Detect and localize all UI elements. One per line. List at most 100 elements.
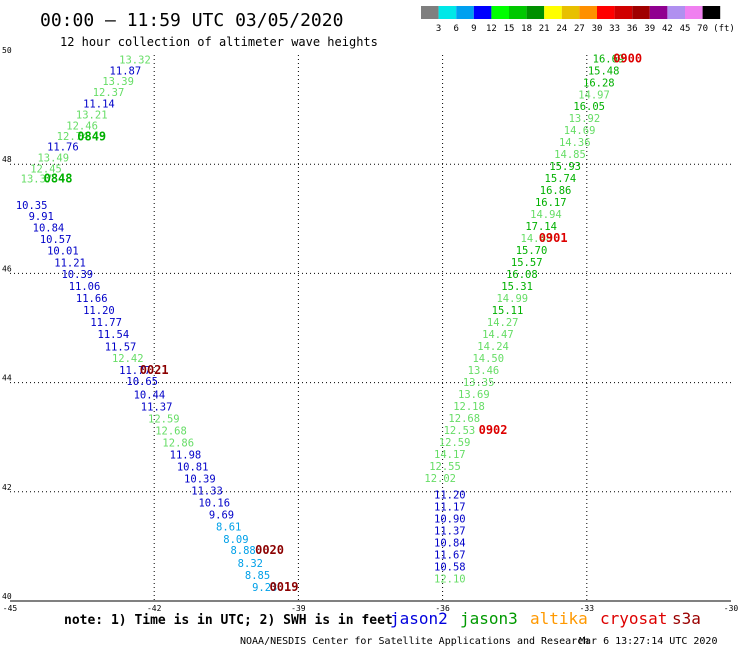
- chart-title: 00:00 – 11:59 UTC 03/05/2020: [40, 10, 343, 31]
- wave-height-label: 10.16: [198, 498, 230, 510]
- wave-height-label: 12.02: [424, 473, 456, 485]
- wave-height-label: 10.01: [47, 245, 79, 257]
- legend-label: 21: [539, 24, 550, 34]
- satellite-legend: jason2 jason3 altika cryosat s3a: [390, 609, 701, 628]
- wave-height-label: 16.28: [583, 77, 615, 89]
- x-tick-label: -45: [3, 604, 18, 613]
- y-tick-label: 40: [2, 592, 12, 601]
- legend-swatch: [438, 6, 457, 19]
- wave-height-label: 11.57: [105, 342, 137, 354]
- legend-swatch: [491, 6, 509, 19]
- wave-height-label: 10.57: [40, 234, 72, 246]
- wave-height-label: 11.66: [76, 293, 108, 305]
- wave-height-label: 13.92: [569, 113, 601, 125]
- wave-height-label: 10.35: [16, 200, 48, 212]
- wave-height-label: 11.14: [83, 99, 115, 111]
- wave-height-label: 13.21: [76, 110, 108, 122]
- wave-height-label: 14.69: [564, 125, 596, 137]
- pass-time-label: 0900: [613, 51, 642, 65]
- legend-swatch: [597, 6, 615, 19]
- legend-label: 39: [644, 24, 655, 34]
- legend-swatch: [421, 6, 439, 19]
- wave-height-label: 13.69: [458, 389, 490, 401]
- legend-label: 27: [574, 24, 585, 34]
- wave-height-label: 15.93: [549, 161, 581, 173]
- legend-label: 24: [556, 24, 567, 34]
- wave-height-label: 15.57: [511, 257, 543, 269]
- x-tick-label: -33: [580, 604, 595, 613]
- wave-height-label: 14.50: [472, 353, 504, 365]
- pass-time-label: 0021: [140, 363, 169, 377]
- wave-height-label: 11.98: [170, 450, 202, 462]
- wave-height-label: 12.46: [66, 120, 98, 132]
- wave-height-label: 8.61: [216, 522, 241, 534]
- legend-label: 3: [436, 24, 441, 34]
- wave-height-label: 11.37: [434, 526, 466, 538]
- wave-height-label: 14.47: [482, 329, 514, 341]
- wave-height-label: 12.18: [453, 401, 485, 413]
- wave-height-label: 14.94: [530, 209, 562, 221]
- wave-height-label: 12.68: [448, 413, 480, 425]
- wave-height-label: 11.33: [191, 486, 223, 498]
- wave-height-label: 11.20: [434, 490, 466, 502]
- wave-height-label: 14.48: [521, 233, 553, 245]
- wave-height-label: 16.05: [573, 101, 605, 113]
- legend-label: 45: [680, 24, 691, 34]
- satellite-name: altika: [530, 609, 588, 628]
- wave-height-label: 11.37: [141, 402, 173, 414]
- wave-height-label: 8.32: [238, 558, 263, 570]
- wave-height-label: 16.69: [593, 53, 625, 65]
- legend-label: 36: [627, 24, 638, 34]
- wave-height-label: 10.84: [434, 538, 466, 550]
- grid-lines: [10, 55, 731, 601]
- color-legend: 3 6 9 12 15 18 21 24 27 30 33 36 39 42 45 70: [421, 6, 721, 34]
- wave-height-label: 12.42: [112, 353, 144, 365]
- wave-height-label: 11.77: [119, 365, 151, 377]
- wave-height-label: 16.08: [506, 269, 538, 281]
- wave-height-label: 12.59: [439, 437, 471, 449]
- y-tick-label: 46: [2, 264, 12, 273]
- legend-swatch: [526, 6, 545, 19]
- wave-height-label: 14.24: [477, 341, 509, 353]
- wave-height-label: 15.11: [492, 305, 524, 317]
- x-tick-label: -30: [724, 604, 739, 613]
- wave-height-label: 11.17: [434, 502, 466, 514]
- pass-time-label: 0849: [77, 129, 106, 143]
- wave-height-label: 13.49: [37, 153, 69, 165]
- wave-height-label: 10.39: [61, 269, 93, 281]
- y-tick-label: 44: [2, 374, 12, 383]
- legend-swatch: [473, 6, 492, 19]
- wave-height-label: 12.68: [155, 426, 187, 438]
- wave-height-label: 13.32: [119, 54, 151, 66]
- x-tick-label: -42: [147, 604, 162, 613]
- wave-height-label: 12.55: [429, 461, 461, 473]
- y-tick-label: 50: [2, 46, 12, 55]
- legend-swatch: [561, 6, 580, 19]
- legend-label: 15: [504, 24, 515, 34]
- legend-label: 70: [697, 24, 708, 34]
- footer-timestamp: Mar 6 13:27:14 UTC 2020: [579, 636, 717, 647]
- wave-height-label: 10.81: [177, 462, 209, 474]
- wave-height-label: 14.97: [578, 89, 610, 101]
- legend-swatch: [685, 6, 703, 19]
- satellite-name: s3a: [672, 609, 701, 628]
- wave-height-label: 11.77: [90, 317, 122, 329]
- wave-height-label: 10.44: [134, 390, 166, 402]
- wave-height-label: 12.37: [93, 87, 125, 99]
- wave-height-label: 14.99: [496, 293, 528, 305]
- wave-height-label: 12.45: [30, 164, 62, 176]
- wave-height-label: 15.31: [501, 281, 533, 293]
- wave-height-label: 11.21: [54, 257, 86, 269]
- pass-time-label: 0020: [255, 543, 284, 557]
- wave-height-label: 11.20: [83, 305, 115, 317]
- wave-height-label: 14.17: [434, 449, 466, 461]
- legend-label: 12: [486, 24, 497, 34]
- wave-height-label: 9.69: [209, 510, 234, 522]
- satellite-name: jason3: [460, 609, 518, 628]
- wave-height-label: 8.85: [245, 570, 270, 582]
- x-tick-label: -36: [435, 604, 450, 613]
- wave-height-label: 11.06: [69, 281, 101, 293]
- legend-swatch: [702, 6, 721, 19]
- plot-area: -45 -42 -39 -36 -33 -30 50 48 46 44 42 40 13.3211.8…: [2, 46, 738, 613]
- legend-label: 18: [521, 24, 532, 34]
